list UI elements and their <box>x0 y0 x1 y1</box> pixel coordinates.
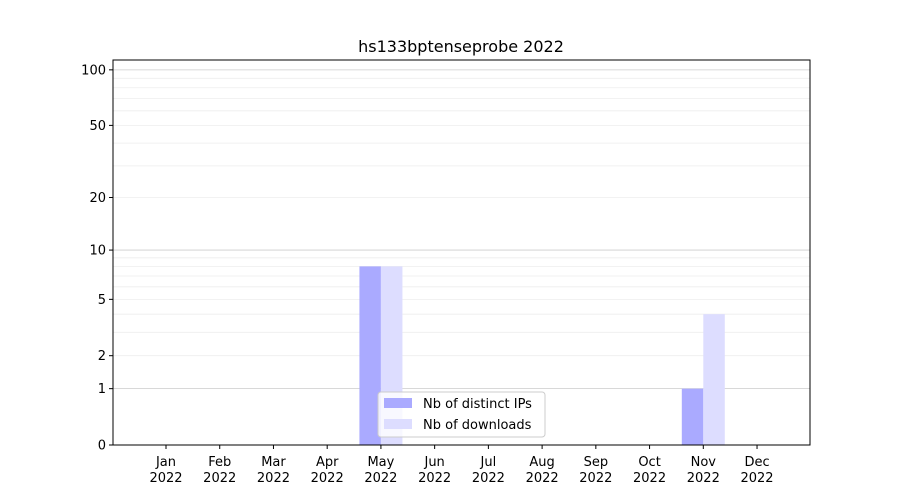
bar-distinct-ips <box>359 266 381 445</box>
y-tick-label: 2 <box>98 349 106 364</box>
chart-title: hs133bptenseprobe 2022 <box>358 37 564 56</box>
x-tick-label: Jul 2022 <box>472 455 505 486</box>
y-tick-label: 1 <box>98 382 106 397</box>
legend-box <box>377 391 546 438</box>
y-tick-label: 0 <box>98 439 106 454</box>
y-tick-label: 20 <box>89 191 106 206</box>
x-tick-label: Jan 2022 <box>149 455 182 486</box>
legend-swatch <box>384 398 412 408</box>
y-tick-label: 100 <box>81 63 106 78</box>
bar-distinct-ips <box>681 388 704 445</box>
x-tick-label: Mar 2022 <box>257 455 290 486</box>
x-tick-label: Sep 2022 <box>579 455 612 486</box>
legend: Nb of distinct IPs Nb of downloads <box>377 391 546 438</box>
x-tick-label: Dec 2022 <box>740 455 773 486</box>
legend-label: Nb of distinct IPs <box>423 397 532 412</box>
legend-swatch <box>384 419 412 429</box>
plot-frame <box>112 59 811 446</box>
legend-label: Nb of downloads <box>423 418 532 433</box>
y-tick-label: 5 <box>98 293 106 308</box>
x-tick-label: Aug 2022 <box>526 455 559 486</box>
x-tick-label: Apr 2022 <box>311 455 344 486</box>
x-tick-label: Feb 2022 <box>203 455 236 486</box>
bar-downloads <box>703 314 725 445</box>
x-tick-label: Nov 2022 <box>687 455 720 486</box>
x-tick-label: May 2022 <box>364 455 397 486</box>
x-tick-label: Jun 2022 <box>418 455 451 486</box>
y-tick-label: 10 <box>89 244 106 259</box>
y-tick-label: 50 <box>89 119 106 134</box>
x-tick-label: Oct 2022 <box>633 455 666 486</box>
